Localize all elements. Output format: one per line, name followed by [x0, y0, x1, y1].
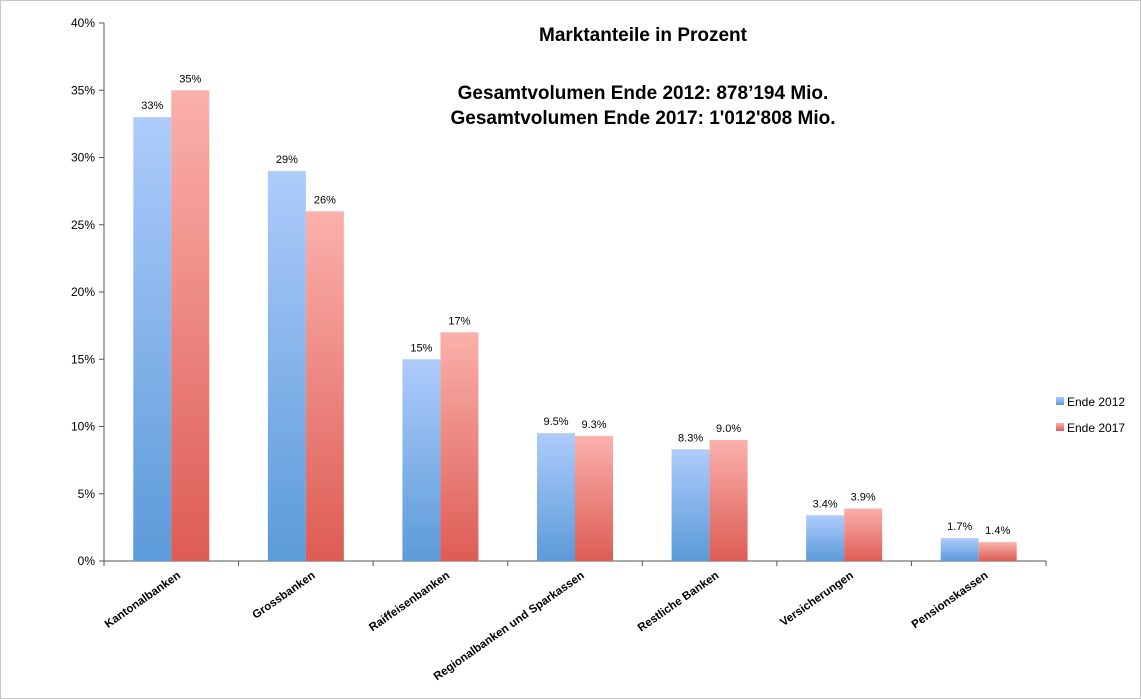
bar-ende-2017 — [709, 439, 748, 561]
chart-title: Marktanteile in Prozent — [539, 25, 748, 46]
y-tick-label: 40% — [71, 16, 95, 30]
bar-ende-2012 — [537, 433, 575, 561]
data-label-ende-2012: 8.3% — [678, 432, 703, 444]
y-tick-label: 5% — [78, 487, 96, 501]
legend: Ende 2012 Ende 2017 — [1056, 395, 1125, 435]
category-label: Regionalbanken und Sparkassen — [432, 570, 587, 684]
legend-swatch-ende-2017 — [1056, 423, 1064, 431]
bar-ende-2017 — [978, 542, 1017, 561]
bar-ende-2017 — [305, 211, 344, 562]
bar-ende-2017 — [171, 90, 210, 561]
category-label: Kantonalbanken — [103, 570, 183, 631]
y-tick-label: 20% — [71, 285, 95, 299]
data-label-ende-2017: 17% — [448, 315, 470, 327]
y-tick-label: 10% — [71, 420, 95, 434]
data-label-ende-2012: 9.5% — [543, 416, 568, 428]
bars — [133, 90, 1017, 562]
data-label-ende-2017: 9.0% — [716, 423, 741, 435]
bar-ende-2012 — [267, 170, 306, 561]
bar-ende-2012 — [402, 359, 441, 561]
y-tick-label: 35% — [71, 83, 95, 97]
data-label-ende-2012: 15% — [410, 342, 432, 354]
bar-ende-2017 — [844, 508, 883, 561]
legend-swatch-ende-2012 — [1056, 397, 1064, 405]
data-labels: 33% 35% 29% 26% 15% 17% 9.5% 9.3% 8.3% 9.0% 3.4% 3.… — [141, 73, 1010, 537]
y-tick-label: 0% — [78, 554, 96, 568]
y-tick-label: 25% — [71, 218, 95, 232]
data-label-ende-2012: 33% — [141, 100, 163, 112]
category-label: Versicherungen — [778, 570, 856, 629]
category-label: Restliche Banken — [636, 570, 721, 635]
chart-subtitle-line-2: Gesamtvolumen Ende 2017: 1'012'808 Mio. — [451, 108, 836, 129]
data-label-ende-2017: 9.3% — [581, 419, 606, 431]
chart-subtitle-line-1: Gesamtvolumen Ende 2012: 878’194 Mio. — [458, 83, 829, 104]
bar-ende-2012 — [671, 449, 710, 561]
data-label-ende-2012: 3.4% — [813, 498, 838, 510]
category-label: Pensionskassen — [910, 570, 991, 632]
bar-ende-2012 — [133, 117, 172, 562]
category-labels: Kantonalbanken Grossbanken Raiffeisenbanke… — [103, 570, 991, 684]
data-label-ende-2017: 1.4% — [985, 525, 1010, 537]
bar-ende-2012 — [940, 538, 979, 561]
data-label-ende-2012: 29% — [276, 154, 298, 166]
data-label-ende-2017: 35% — [179, 73, 201, 85]
axes: 0% 5% 10% 15% 20% 25% 30% 35% 40% — [71, 16, 1047, 568]
legend-label-ende-2017: Ende 2017 — [1067, 421, 1125, 435]
category-label: Grossbanken — [250, 570, 317, 622]
bar-ende-2017 — [440, 332, 479, 561]
y-tick-label: 30% — [71, 151, 95, 165]
data-label-ende-2017: 26% — [314, 194, 336, 206]
y-tick-label: 15% — [71, 352, 95, 366]
data-label-ende-2012: 1.7% — [947, 521, 972, 533]
data-label-ende-2017: 3.9% — [851, 492, 876, 504]
category-label: Raiffeisenbanken — [367, 570, 452, 634]
bar-ende-2012 — [806, 515, 845, 561]
legend-label-ende-2012: Ende 2012 — [1067, 395, 1125, 409]
bar-ende-2017 — [575, 435, 613, 561]
